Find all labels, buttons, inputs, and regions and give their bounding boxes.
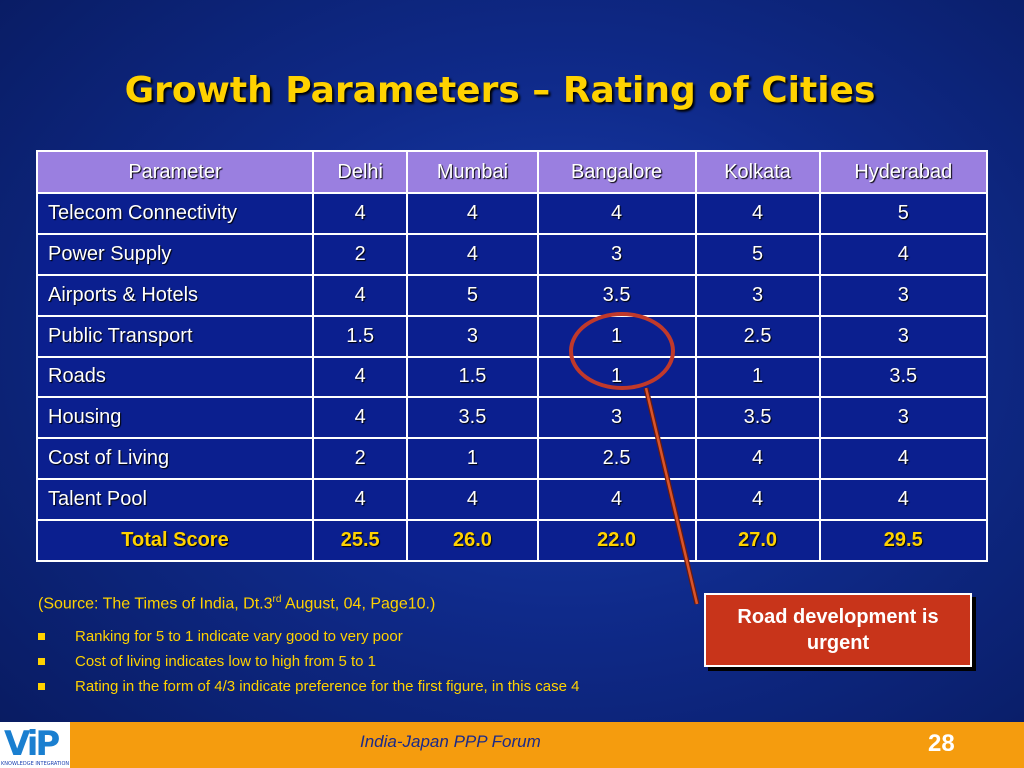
table-cell: 3 — [406, 314, 539, 358]
total-score-cell: 27.0 — [694, 519, 821, 562]
table-cell: 4 — [311, 478, 409, 521]
total-score-cell: 22.0 — [536, 519, 697, 562]
source-text-suffix: August, 04, Page10.) — [281, 595, 436, 613]
bullet-square-icon — [38, 658, 45, 665]
table-cell: 3 — [818, 396, 989, 440]
table-cell: 3.5 — [536, 273, 697, 317]
table-cell: 4 — [311, 355, 409, 399]
total-score-cell: 25.5 — [311, 519, 409, 562]
table-cell: 2.5 — [694, 314, 821, 358]
list-item: Rating in the form of 4/3 indicate prefe… — [38, 674, 579, 699]
table-cell: 3 — [818, 273, 989, 317]
highlight-circle — [569, 312, 675, 390]
table-cell: 3.5 — [694, 396, 821, 440]
row-label: Roads — [36, 355, 314, 399]
bullet-text: Ranking for 5 to 1 indicate vary good to… — [75, 628, 403, 645]
footer-forum-text: India-Japan PPP Forum — [360, 732, 541, 751]
header-parameter: Parameter — [36, 150, 314, 194]
bullet-text: Cost of living indicates low to high fro… — [75, 653, 376, 670]
bullet-square-icon — [38, 633, 45, 640]
table-cell: 4 — [694, 437, 821, 481]
table-cell: 3 — [818, 314, 989, 358]
bullet-text: Rating in the form of 4/3 indicate prefe… — [75, 678, 580, 695]
row-label: Power Supply — [36, 232, 314, 276]
row-label: Airports & Hotels — [36, 273, 314, 317]
source-text-sup: rd — [272, 594, 282, 605]
table-cell: 5 — [406, 273, 539, 317]
table-row: Housing 4 3.5 3 3.5 3 — [36, 396, 989, 440]
total-score-cell: 29.5 — [818, 519, 989, 562]
table-cell: 4 — [536, 478, 697, 521]
header-hyderabad: Hyderabad — [818, 150, 989, 194]
table-header-row: Parameter Delhi Mumbai Bangalore Kolkata… — [36, 150, 989, 194]
header-kolkata: Kolkata — [694, 150, 821, 194]
table-cell: 4 — [694, 478, 821, 521]
row-label: Public Transport — [36, 314, 314, 358]
table-row: Cost of Living 2 1 2.5 4 4 — [36, 437, 989, 481]
table-row: Public Transport 1.5 3 1 2.5 3 — [36, 314, 989, 358]
table-cell: 1 — [694, 355, 821, 399]
row-label: Telecom Connectivity — [36, 192, 314, 235]
table-cell: 1.5 — [406, 355, 539, 399]
table-row: Airports & Hotels 4 5 3.5 3 3 — [36, 273, 989, 317]
row-label: Housing — [36, 396, 314, 440]
table-cell: 1.5 — [311, 314, 409, 358]
table-cell: 5 — [818, 192, 989, 235]
company-logo: ViP KNOWLEDGE INTEGRATION — [0, 722, 70, 768]
table-cell: 2 — [311, 437, 409, 481]
table-cell: 3.5 — [406, 396, 539, 440]
table-cell: 4 — [694, 192, 821, 235]
source-note: (Source: The Times of India, Dt.3rd Augu… — [38, 594, 435, 613]
footer-bar: ViP KNOWLEDGE INTEGRATION India-Japan PP… — [0, 722, 1024, 768]
total-score-label: Total Score — [36, 519, 314, 562]
table-cell: 4 — [818, 232, 989, 276]
logo-tagline: KNOWLEDGE INTEGRATION — [1, 761, 70, 767]
table-cell: 3 — [536, 396, 697, 440]
table-cell: 4 — [818, 478, 989, 521]
table-row: Telecom Connectivity 4 4 4 4 5 — [36, 192, 989, 235]
header-delhi: Delhi — [311, 150, 409, 194]
table-cell: 4 — [406, 192, 539, 235]
table-row: Roads 4 1.5 1 1 3.5 — [36, 355, 989, 399]
table-cell: 3.5 — [818, 355, 989, 399]
table-cell: 3 — [694, 273, 821, 317]
table-cell: 4 — [406, 478, 539, 521]
table-cell: 2.5 — [536, 437, 697, 481]
total-score-cell: 26.0 — [406, 519, 539, 562]
source-text-prefix: (Source: The Times of India, Dt.3 — [38, 595, 273, 613]
table-cell: 4 — [311, 273, 409, 317]
notes-list: Ranking for 5 to 1 indicate vary good to… — [38, 624, 579, 699]
slide-title: Growth Parameters – Rating of Cities — [124, 70, 876, 111]
header-bangalore: Bangalore — [536, 150, 697, 194]
table-cell: 4 — [406, 232, 539, 276]
total-score-row: Total Score 25.5 26.0 22.0 27.0 29.5 — [36, 519, 989, 562]
city-rating-table: Parameter Delhi Mumbai Bangalore Kolkata… — [36, 150, 989, 562]
row-label: Talent Pool — [36, 478, 314, 521]
page-number: 28 — [928, 730, 955, 757]
table-row: Power Supply 2 4 3 5 4 — [36, 232, 989, 276]
header-mumbai: Mumbai — [406, 150, 539, 194]
table-cell: 5 — [694, 232, 821, 276]
row-label: Cost of Living — [36, 437, 314, 481]
table-cell: 4 — [818, 437, 989, 481]
table-cell: 4 — [311, 396, 409, 440]
table-cell: 2 — [311, 232, 409, 276]
table-row: Talent Pool 4 4 4 4 4 — [36, 478, 989, 521]
list-item: Cost of living indicates low to high fro… — [38, 649, 579, 674]
table-cell: 4 — [536, 192, 697, 235]
table-cell: 1 — [406, 437, 539, 481]
table-cell: 4 — [311, 192, 409, 235]
table-cell: 3 — [536, 232, 697, 276]
logo-mark-icon: ViP — [4, 724, 60, 764]
road-development-callout: Road development is urgent — [704, 593, 972, 667]
bullet-square-icon — [38, 683, 45, 690]
list-item: Ranking for 5 to 1 indicate vary good to… — [38, 624, 579, 649]
